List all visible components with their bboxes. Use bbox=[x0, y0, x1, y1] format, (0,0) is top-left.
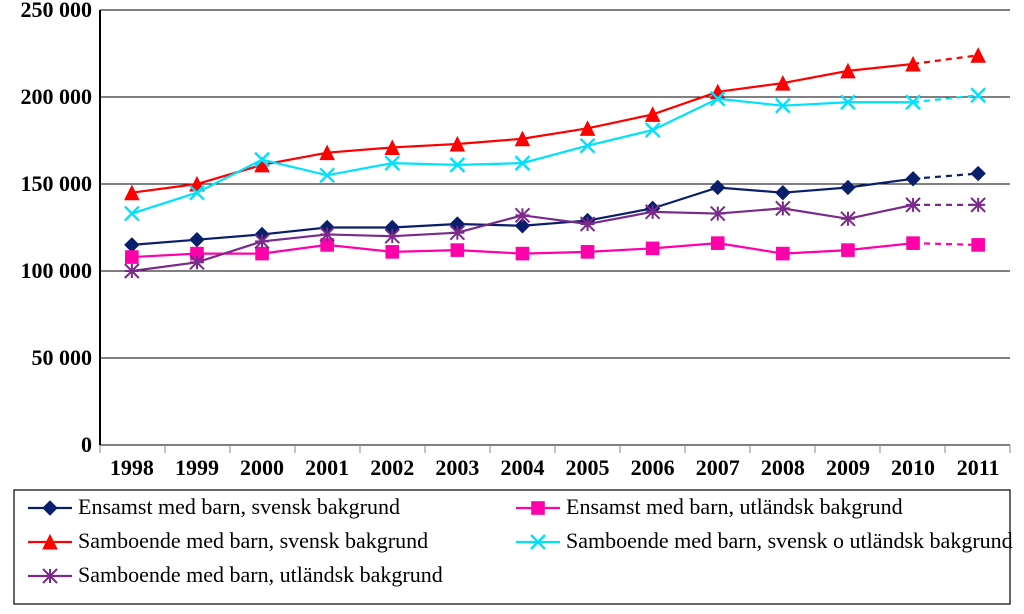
legend-item: Ensamst med barn, svensk bakgrund bbox=[28, 494, 400, 519]
legend-label: Samboende med barn, svensk o utländsk ba… bbox=[566, 528, 1013, 553]
series-s3 bbox=[125, 48, 985, 199]
legend-label: Samboende med barn, utländsk bakgrund bbox=[78, 562, 443, 587]
x-tick-label: 2001 bbox=[305, 455, 349, 480]
legend-item: Samboende med barn, svensk bakgrund bbox=[28, 528, 428, 553]
series-s4 bbox=[125, 88, 985, 220]
y-tick-label: 250 000 bbox=[21, 0, 93, 22]
legend-label: Samboende med barn, svensk bakgrund bbox=[78, 528, 428, 553]
series-s1 bbox=[125, 167, 985, 252]
legend-label: Ensamst med barn, svensk bakgrund bbox=[78, 494, 400, 519]
y-tick-label: 100 000 bbox=[21, 258, 93, 283]
x-tick-label: 2003 bbox=[435, 455, 479, 480]
x-tick-label: 2004 bbox=[500, 455, 544, 480]
x-tick-label: 2009 bbox=[826, 455, 870, 480]
x-tick-label: 2008 bbox=[761, 455, 805, 480]
chart-container: 0 50 000 100 000 150 000 200 000 250 000 1998 1… bbox=[0, 0, 1024, 614]
y-tick-label: 200 000 bbox=[21, 84, 93, 109]
x-tick-label: 2010 bbox=[891, 455, 935, 480]
legend-item: Ensamst med barn, utländsk bakgrund bbox=[516, 494, 903, 519]
series-s2 bbox=[126, 237, 985, 264]
y-tick-label: 150 000 bbox=[21, 171, 93, 196]
series-s5 bbox=[125, 198, 985, 278]
y-tick-label: 0 bbox=[81, 432, 92, 457]
x-tick-label: 2002 bbox=[370, 455, 414, 480]
x-tick-label: 2000 bbox=[240, 455, 284, 480]
legend-item: Samboende med barn, utländsk bakgrund bbox=[28, 562, 443, 587]
line-chart: 0 50 000 100 000 150 000 200 000 250 000 1998 1… bbox=[0, 0, 1024, 614]
x-tick-label: 2007 bbox=[696, 455, 740, 480]
x-tick-label: 1998 bbox=[110, 455, 154, 480]
x-tick-label: 2011 bbox=[957, 455, 1000, 480]
x-tick-label: 2006 bbox=[631, 455, 675, 480]
y-tick-label: 50 000 bbox=[32, 345, 93, 370]
x-tick-label: 1999 bbox=[175, 455, 219, 480]
legend-item: Samboende med barn, svensk o utländsk ba… bbox=[516, 528, 1013, 553]
legend-label: Ensamst med barn, utländsk bakgrund bbox=[566, 494, 903, 519]
x-tick-label: 2005 bbox=[566, 455, 610, 480]
